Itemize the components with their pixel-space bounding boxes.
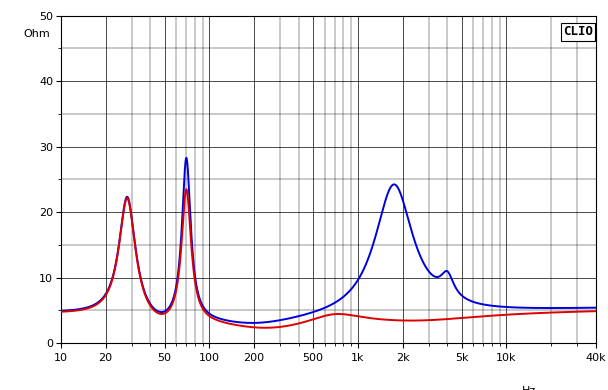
Text: Hz: Hz — [522, 386, 536, 390]
Text: CLIO: CLIO — [563, 25, 593, 39]
Text: Ohm: Ohm — [23, 29, 50, 39]
